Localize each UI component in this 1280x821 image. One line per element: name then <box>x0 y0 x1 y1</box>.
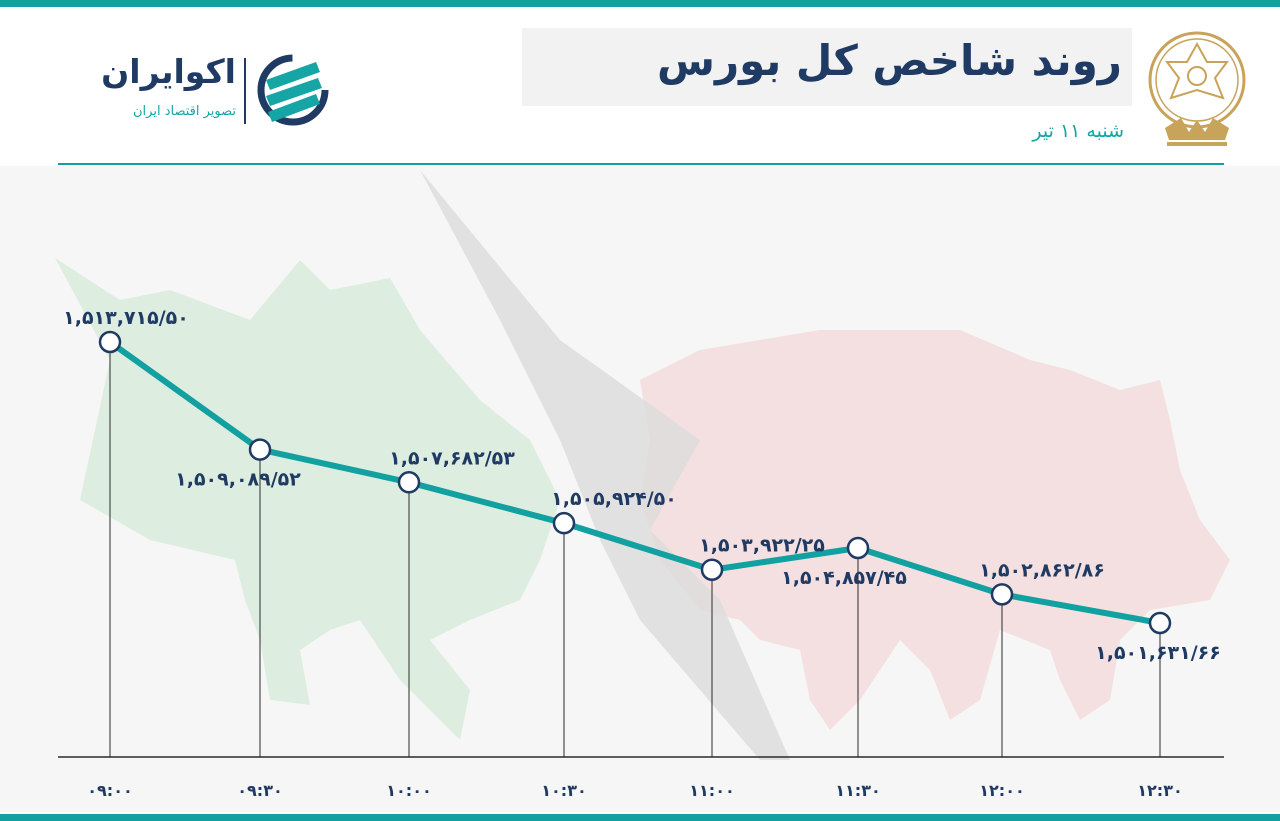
title-background <box>522 28 1132 106</box>
data-label: ۱,۵۰۱,۶۳۱/۶۶ <box>1095 642 1221 664</box>
data-label: ۱,۵۰۵,۹۲۴/۵۰ <box>551 488 677 510</box>
data-label: ۱,۵۰۳,۹۲۲/۲۵ <box>699 535 825 557</box>
brand-tagline: تصویر اقتصاد ایران <box>133 104 236 119</box>
data-label: ۱,۵۰۹,۰۸۹/۵۲ <box>175 469 301 491</box>
data-point <box>700 558 724 581</box>
x-tick-label: ۰۹:۰۰ <box>87 781 132 800</box>
bear-silhouette <box>640 330 1230 730</box>
data-label: ۱,۵۰۴,۸۵۷/۴۵ <box>781 567 907 589</box>
date-subtitle: شنبه ۱۱ تیر <box>1032 120 1124 142</box>
exchange-emblem-icon <box>1148 31 1246 146</box>
top-accent-bar <box>0 0 1280 7</box>
x-tick-label: ۰۹:۳۰ <box>237 781 282 800</box>
header-divider <box>58 163 1224 165</box>
data-point <box>1148 611 1172 635</box>
arrow-silhouette <box>420 170 790 760</box>
drop-lines <box>109 342 1161 757</box>
bull-silhouette <box>55 258 560 740</box>
data-point <box>552 511 576 535</box>
data-label: ۱,۵۰۲,۸۶۲/۸۶ <box>979 559 1105 581</box>
data-labels: ۱,۵۱۳,۷۱۵/۵۰ ۱,۵۰۹,۰۸۹/۵۲ ۱,۵۰۷,۶۸۲/۵۳ ۱,۵۰… <box>63 307 1221 664</box>
data-point <box>397 471 421 494</box>
series-line <box>107 339 1163 626</box>
brand-name: اکوایران <box>101 52 236 91</box>
data-label: ۱,۵۰۷,۶۸۲/۵۳ <box>389 447 515 469</box>
x-tick-labels: ۰۹:۰۰ ۰۹:۳۰ ۱۰:۰۰ ۱۰:۳۰ ۱۱:۰۰ ۱۱:۳۰ ۱۲:۰۰ ۱۲:۳۰ <box>87 781 1182 800</box>
brand-logo-icon <box>257 54 329 126</box>
data-point <box>248 438 272 461</box>
x-tick-label: ۱۰:۰۰ <box>386 781 431 800</box>
data-point <box>990 583 1014 606</box>
data-point <box>846 536 870 560</box>
x-tick-label: ۱۲:۰۰ <box>979 781 1024 800</box>
page-title: روند شاخص کل بورس <box>657 36 1122 85</box>
data-point <box>98 330 122 354</box>
data-points <box>98 330 1172 635</box>
bottom-accent-bar <box>0 814 1280 821</box>
background-watermark <box>55 170 1230 760</box>
x-tick-label: ۱۲:۳۰ <box>1137 781 1182 800</box>
x-tick-label: ۱۱:۳۰ <box>835 781 880 800</box>
x-tick-label: ۱۰:۳۰ <box>541 781 586 800</box>
data-label: ۱,۵۱۳,۷۱۵/۵۰ <box>63 307 189 329</box>
brand-divider <box>244 58 246 124</box>
x-tick-label: ۱۱:۰۰ <box>689 781 734 800</box>
